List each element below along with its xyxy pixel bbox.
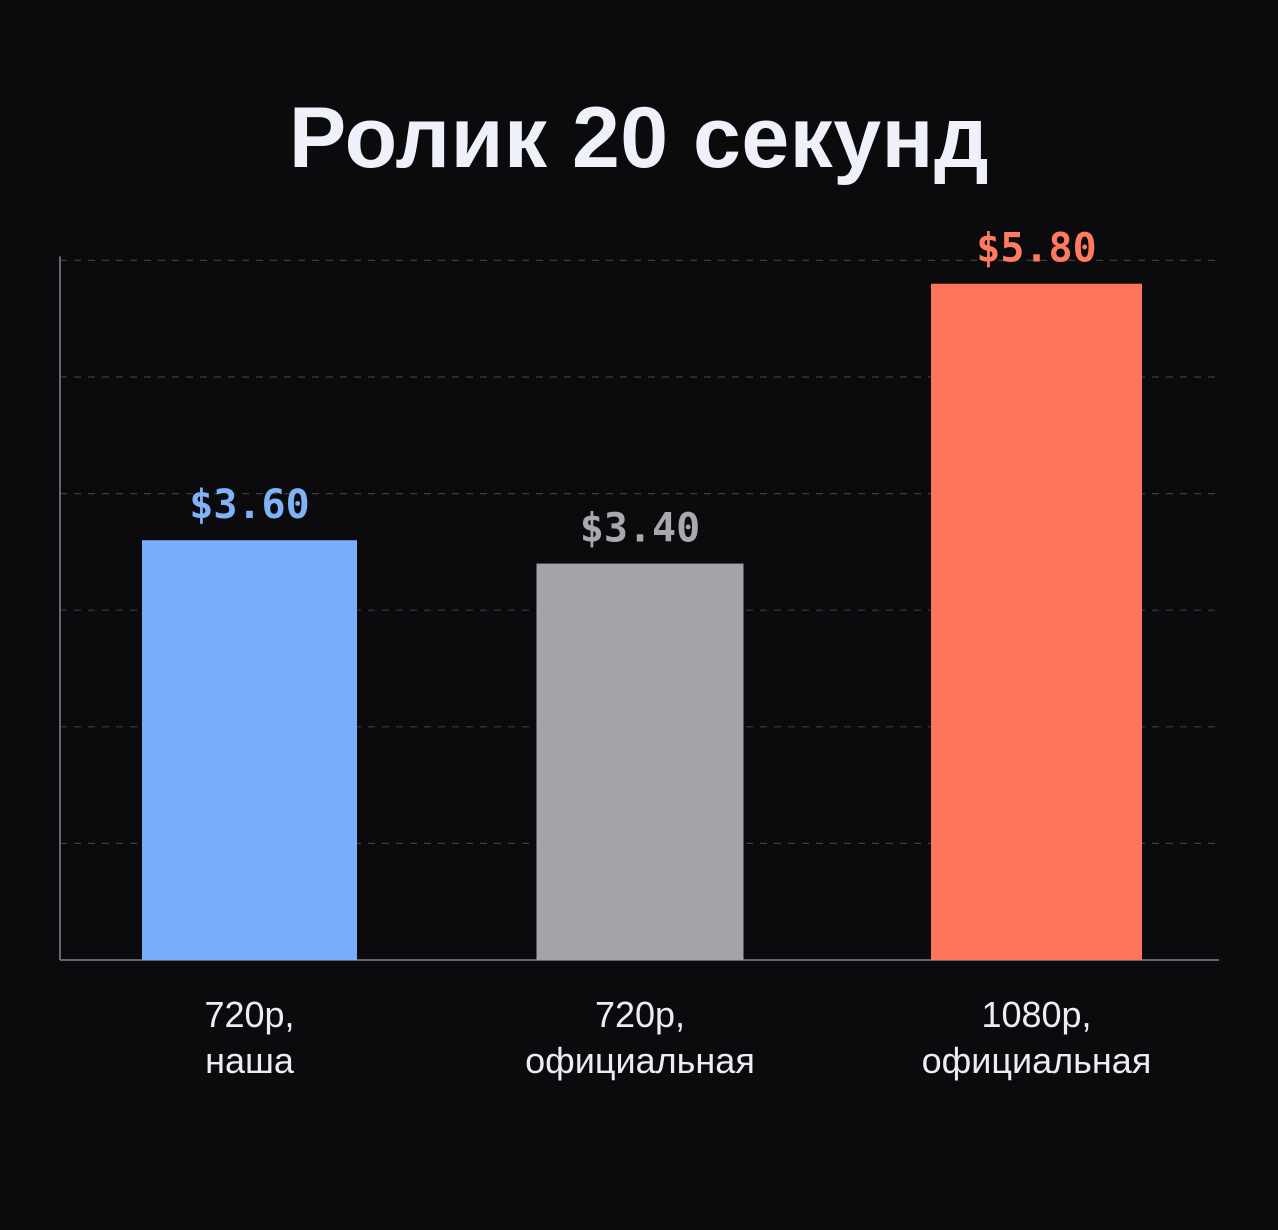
value-labels: $3.60 $3.40 $5.80	[189, 226, 1096, 552]
category-tick-label: 1080p,	[981, 994, 1091, 1035]
chart-title: Ролик 20 секунд	[288, 90, 990, 186]
category-tick-label: официальная	[922, 1040, 1152, 1081]
category-tick-label: 720p,	[204, 994, 294, 1035]
bar	[931, 283, 1142, 961]
category-labels: 720p, наша 720p, официальная 1080p, официальн…	[204, 994, 1151, 1081]
category-tick-label: наша	[205, 1040, 295, 1081]
bar-value-label: $3.40	[580, 506, 700, 552]
bar	[536, 563, 744, 960]
category-tick-label: 720p,	[595, 994, 685, 1035]
bar	[142, 540, 357, 960]
bar-value-label: $5.80	[976, 226, 1096, 272]
bars	[142, 283, 1142, 961]
bar-value-label: $3.60	[189, 482, 309, 528]
category-tick-label: официальная	[525, 1040, 755, 1081]
